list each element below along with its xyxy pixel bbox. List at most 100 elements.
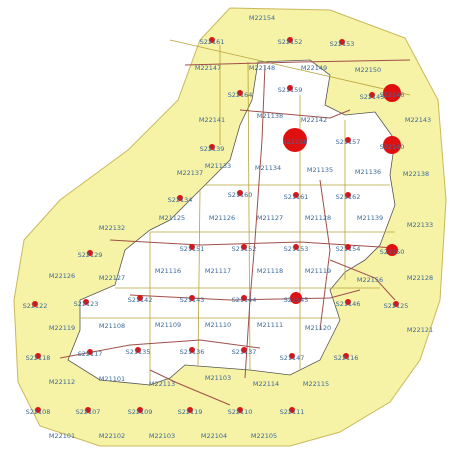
zone-label: M21134 bbox=[255, 164, 281, 172]
station-dot bbox=[189, 244, 195, 250]
station-dot bbox=[393, 301, 399, 307]
zone-label: M21103 bbox=[205, 374, 231, 382]
station-dot bbox=[137, 295, 143, 301]
zone-label: M22150 bbox=[355, 66, 381, 74]
zone-label: M22156 bbox=[357, 276, 383, 284]
zone-label: M22154 bbox=[249, 14, 275, 22]
station-dot bbox=[241, 347, 247, 353]
zone-label: M21128 bbox=[305, 214, 331, 222]
station-label: S21144 bbox=[232, 296, 257, 304]
station-label: S22123 bbox=[74, 300, 99, 308]
station-label: S22153 bbox=[330, 40, 355, 48]
station-dot bbox=[283, 128, 307, 152]
station-label: S22146 bbox=[380, 91, 405, 99]
station-label: S21151 bbox=[180, 245, 205, 253]
station-label: S22107 bbox=[76, 408, 101, 416]
station-label: S22122 bbox=[23, 302, 48, 310]
zone-label: M21110 bbox=[205, 321, 231, 329]
station-label: S21136 bbox=[180, 348, 205, 356]
station-dot bbox=[383, 84, 401, 102]
zone-label: M22114 bbox=[253, 380, 279, 388]
station-dot bbox=[83, 299, 89, 305]
station-label: S22111 bbox=[280, 408, 305, 416]
station-dot bbox=[241, 295, 247, 301]
station-label: S21157 bbox=[336, 138, 361, 146]
station-dot bbox=[189, 295, 195, 301]
zone-label: M21117 bbox=[205, 267, 231, 275]
zone-label: M22102 bbox=[99, 432, 125, 440]
station-dot bbox=[35, 407, 41, 413]
zone-label: M22132 bbox=[99, 224, 125, 232]
station-label: S22117 bbox=[78, 350, 103, 358]
station-dot bbox=[135, 347, 141, 353]
zone-label: M21101 bbox=[99, 375, 125, 383]
zone-label: M22112 bbox=[49, 378, 75, 386]
zone-label: M22137 bbox=[177, 169, 203, 177]
zone-label: M22147 bbox=[195, 64, 221, 72]
zone-label: M22101 bbox=[49, 432, 75, 440]
station-dot bbox=[85, 407, 91, 413]
zone-label: M22149 bbox=[301, 64, 327, 72]
zone-label: M22104 bbox=[201, 432, 227, 440]
zone-label: M21138 bbox=[257, 112, 283, 120]
zone-label: M22128 bbox=[407, 274, 433, 282]
station-label: S21137 bbox=[232, 348, 257, 356]
zone-label: M22126 bbox=[49, 272, 75, 280]
zone-label: M22115 bbox=[303, 380, 329, 388]
station-dot bbox=[187, 407, 193, 413]
station-label: S21162 bbox=[336, 193, 361, 201]
zone-label: M22119 bbox=[49, 324, 75, 332]
zone-label: M21139 bbox=[357, 214, 383, 222]
zone-label: M22133 bbox=[407, 221, 433, 229]
station-dot bbox=[345, 137, 351, 143]
station-dot bbox=[343, 353, 349, 359]
station-label: S21152 bbox=[232, 245, 257, 253]
station-dot bbox=[289, 407, 295, 413]
zone-label: M21120 bbox=[305, 324, 331, 332]
station-label: S21161 bbox=[284, 193, 309, 201]
zone-label: M22121 bbox=[407, 326, 433, 334]
station-label: S22140 bbox=[380, 143, 405, 151]
zone-label: M22103 bbox=[149, 432, 175, 440]
station-dot bbox=[369, 92, 375, 98]
station-label: S22116 bbox=[334, 354, 359, 362]
station-label: S22129 bbox=[78, 251, 103, 259]
station-dot bbox=[290, 292, 302, 304]
station-dot bbox=[237, 90, 243, 96]
station-dot bbox=[345, 244, 351, 250]
station-label: S21154 bbox=[336, 245, 361, 253]
station-label: S22164 bbox=[228, 91, 253, 99]
zone-label: M21109 bbox=[155, 321, 181, 329]
zone-label: M21125 bbox=[159, 214, 185, 222]
station-label: S22161 bbox=[200, 38, 225, 46]
station-label: S21150 bbox=[380, 248, 405, 256]
zone-label: M21108 bbox=[99, 322, 125, 330]
station-dot bbox=[189, 347, 195, 353]
station-label: S21158 bbox=[283, 138, 308, 146]
zone-label: M21111 bbox=[257, 321, 283, 329]
station-label: S21145 bbox=[284, 296, 309, 304]
zone-label: M22113 bbox=[149, 380, 175, 388]
zone-label: M21116 bbox=[155, 267, 181, 275]
station-dot bbox=[87, 250, 93, 256]
station-dot bbox=[32, 301, 38, 307]
station-label: S21135 bbox=[126, 348, 151, 356]
station-label: S22110 bbox=[228, 408, 253, 416]
station-dot bbox=[339, 39, 345, 45]
station-label: S22139 bbox=[200, 145, 225, 153]
station-label: S21160 bbox=[228, 191, 253, 199]
station-label: S22119 bbox=[178, 408, 203, 416]
zone-label: M22105 bbox=[251, 432, 277, 440]
station-label: S21159 bbox=[278, 86, 303, 94]
zone-label: M22148 bbox=[249, 64, 275, 72]
station-dot bbox=[345, 192, 351, 198]
zone-label: M21119 bbox=[305, 267, 331, 275]
zone-label: M21118 bbox=[257, 267, 283, 275]
stations bbox=[32, 37, 401, 413]
station-label: S22125 bbox=[384, 302, 409, 310]
station-dot bbox=[289, 353, 295, 359]
station-dot bbox=[383, 136, 401, 154]
station-dot bbox=[237, 190, 243, 196]
zone-label: M22141 bbox=[199, 116, 225, 124]
